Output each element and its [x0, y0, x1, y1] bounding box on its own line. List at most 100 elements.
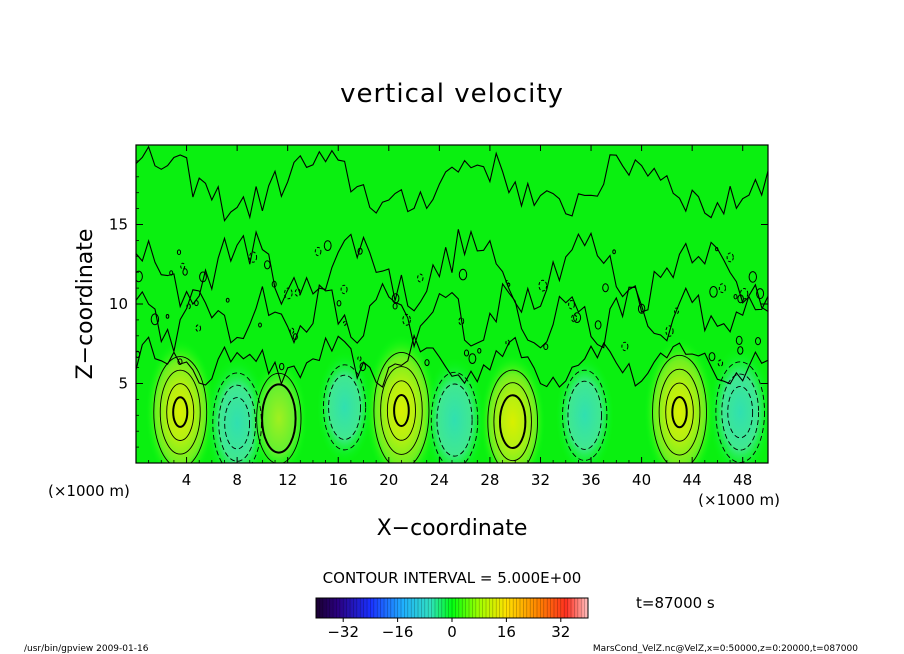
- y-tick-label: 15: [109, 216, 128, 234]
- downdraft-cell: [708, 346, 768, 463]
- small-contour: [264, 260, 271, 270]
- colorbar-tick-label: 32: [551, 623, 570, 641]
- small-contour: [402, 313, 411, 326]
- small-contour: [468, 353, 477, 365]
- x-axis-ticks: 4 8 12 16 20 24 28 32 36 40 44 48: [148, 145, 756, 489]
- small-contour: [182, 268, 188, 276]
- updraft-cell: [480, 354, 546, 463]
- small-contour: [726, 252, 734, 263]
- small-contour: [186, 303, 191, 310]
- small-contour: [180, 262, 186, 270]
- colorbar-tick-label: 0: [447, 623, 457, 641]
- small-contour: [271, 280, 277, 288]
- small-contour: [136, 350, 141, 358]
- colorbar-tick-label: −16: [382, 623, 414, 641]
- small-contour: [477, 348, 482, 354]
- time-label: t=87000 s: [636, 594, 715, 612]
- contour-ring: [721, 373, 760, 451]
- colorbar-stripes: [319, 598, 585, 618]
- contour-ring: [665, 382, 694, 442]
- cell-contours: [430, 371, 479, 463]
- contour-ring: [562, 369, 608, 461]
- small-contour: [573, 312, 582, 324]
- plot-area: [136, 145, 768, 463]
- x-tick-label: 12: [278, 471, 297, 489]
- small-contour: [756, 288, 765, 300]
- updraft-cell: [249, 359, 308, 463]
- small-contour: [136, 270, 143, 283]
- contour-ring: [487, 369, 538, 463]
- cell-contours: [373, 351, 430, 463]
- small-contour: [279, 362, 285, 371]
- y-axis-label: Z−coordinate: [73, 229, 98, 380]
- small-contour: [612, 249, 616, 255]
- downdraft-cell: [316, 351, 373, 463]
- small-contour: [284, 287, 293, 300]
- small-contour: [733, 294, 738, 300]
- small-contour: [391, 293, 400, 304]
- y-tick-label: 5: [118, 375, 128, 393]
- small-contour: [505, 280, 509, 285]
- small-contour: [709, 286, 718, 298]
- small-contour: [543, 343, 549, 351]
- contour-ring: [172, 396, 189, 428]
- small-contour: [568, 300, 575, 310]
- small-contour: [225, 297, 230, 303]
- colorbar-ticks: −32 −16 0 16 32: [327, 618, 570, 641]
- contour-ring: [498, 394, 527, 450]
- colorbar-tick-label: 16: [497, 623, 516, 641]
- contour-line: [136, 145, 768, 223]
- contour-ring: [671, 395, 688, 429]
- small-contour: [292, 333, 298, 341]
- small-contour: [194, 300, 199, 307]
- small-contour: [571, 314, 578, 323]
- small-contour: [621, 341, 629, 352]
- contour-ring: [328, 374, 361, 440]
- x-tick-label: 40: [632, 471, 651, 489]
- x-tick-label: 20: [379, 471, 398, 489]
- small-contour: [602, 283, 609, 293]
- small-contour: [323, 240, 332, 252]
- contour-ring: [386, 380, 416, 441]
- contour-ring: [652, 354, 707, 463]
- x-tick-label: 8: [232, 471, 242, 489]
- x-unit-right: (×1000 m): [698, 491, 780, 509]
- small-contour: [169, 270, 174, 276]
- small-contour: [294, 288, 301, 297]
- colorbar-tick-label: −32: [327, 623, 359, 641]
- small-contour: [665, 325, 674, 337]
- contour-ring: [393, 394, 410, 428]
- x-tick-label: 36: [581, 471, 600, 489]
- x-axis-label: X−coordinate: [377, 516, 528, 541]
- cell-contours: [652, 354, 707, 463]
- small-contour: [737, 346, 744, 355]
- downdraft-cell: [424, 357, 485, 463]
- contour-ring: [493, 382, 532, 462]
- small-contour: [708, 352, 716, 362]
- cell-contours: [562, 369, 608, 461]
- small-contour: [289, 327, 295, 334]
- small-contour: [718, 283, 727, 294]
- small-contour: [505, 339, 510, 346]
- small-contour: [458, 317, 465, 326]
- footer-right: MarsCond_VelZ.nc@VelZ,x=0:50000,z=0:2000…: [593, 644, 858, 654]
- small-contour: [739, 288, 749, 300]
- small-contour: [424, 359, 430, 367]
- x-tick-label: 48: [733, 471, 752, 489]
- small-contour: [177, 358, 183, 366]
- contour-ring: [218, 384, 256, 462]
- x-tick-label: 44: [683, 471, 702, 489]
- x-tick-label: 28: [480, 471, 499, 489]
- contour-ring: [166, 383, 195, 441]
- small-contour: [199, 271, 207, 283]
- small-contour: [340, 284, 348, 295]
- small-contour: [258, 322, 262, 328]
- small-contour: [359, 362, 366, 372]
- cell-contours: [153, 356, 208, 463]
- small-contour: [715, 247, 719, 252]
- updraft-cell: [644, 337, 715, 463]
- colorbar: −32 −16 0 16 32: [315, 597, 589, 641]
- small-contour: [755, 337, 761, 346]
- small-contour: [165, 314, 170, 319]
